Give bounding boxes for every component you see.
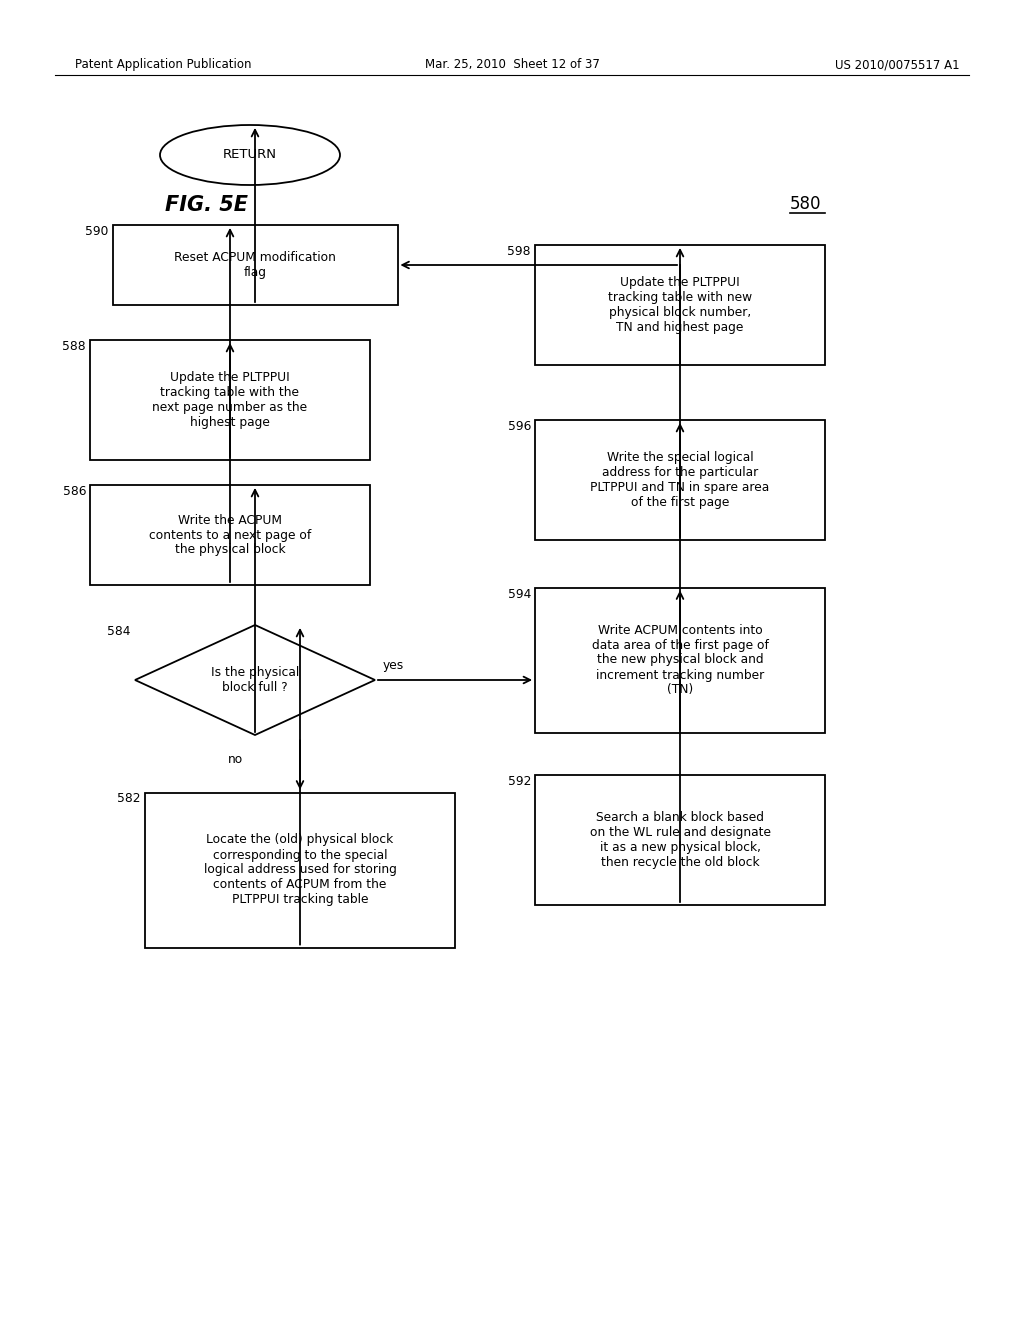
Text: RETURN: RETURN — [223, 149, 278, 161]
FancyBboxPatch shape — [145, 792, 455, 948]
Text: Update the PLTPPUI
tracking table with the
next page number as the
highest page: Update the PLTPPUI tracking table with t… — [153, 371, 307, 429]
Text: 590: 590 — [85, 224, 109, 238]
Text: 586: 586 — [62, 484, 86, 498]
FancyBboxPatch shape — [535, 775, 825, 906]
Ellipse shape — [160, 125, 340, 185]
Text: Write ACPUM contents into
data area of the first page of
the new physical block : Write ACPUM contents into data area of t… — [592, 623, 768, 697]
Text: 584: 584 — [108, 624, 131, 638]
FancyBboxPatch shape — [90, 484, 370, 585]
Text: FIG. 5E: FIG. 5E — [165, 195, 248, 215]
Text: Patent Application Publication: Patent Application Publication — [75, 58, 252, 71]
Text: Is the physical
block full ?: Is the physical block full ? — [211, 667, 299, 694]
FancyBboxPatch shape — [90, 341, 370, 459]
Text: yes: yes — [383, 659, 404, 672]
FancyBboxPatch shape — [535, 587, 825, 733]
Polygon shape — [135, 624, 375, 735]
FancyBboxPatch shape — [113, 224, 397, 305]
Text: 592: 592 — [508, 775, 531, 788]
Text: Reset ACPUM modification
flag: Reset ACPUM modification flag — [174, 251, 336, 279]
FancyBboxPatch shape — [535, 246, 825, 366]
Text: Search a blank block based
on the WL rule and designate
it as a new physical blo: Search a blank block based on the WL rul… — [590, 810, 770, 869]
Text: Write the special logical
address for the particular
PLTPPUI and TN in spare are: Write the special logical address for th… — [591, 451, 770, 510]
Text: 596: 596 — [508, 420, 531, 433]
Text: no: no — [227, 752, 243, 766]
Text: 580: 580 — [790, 195, 821, 213]
Text: Write the ACPUM
contents to a next page of
the physical block: Write the ACPUM contents to a next page … — [148, 513, 311, 557]
Text: Mar. 25, 2010  Sheet 12 of 37: Mar. 25, 2010 Sheet 12 of 37 — [425, 58, 599, 71]
Text: 582: 582 — [118, 792, 141, 805]
Text: Update the PLTPPUI
tracking table with new
physical block number,
TN and highest: Update the PLTPPUI tracking table with n… — [608, 276, 752, 334]
Text: US 2010/0075517 A1: US 2010/0075517 A1 — [836, 58, 961, 71]
Text: 598: 598 — [508, 246, 531, 257]
Text: Locate the (old) physical block
corresponding to the special
logical address use: Locate the (old) physical block correspo… — [204, 833, 396, 907]
Text: 588: 588 — [62, 341, 86, 352]
FancyBboxPatch shape — [535, 420, 825, 540]
Text: 594: 594 — [508, 587, 531, 601]
